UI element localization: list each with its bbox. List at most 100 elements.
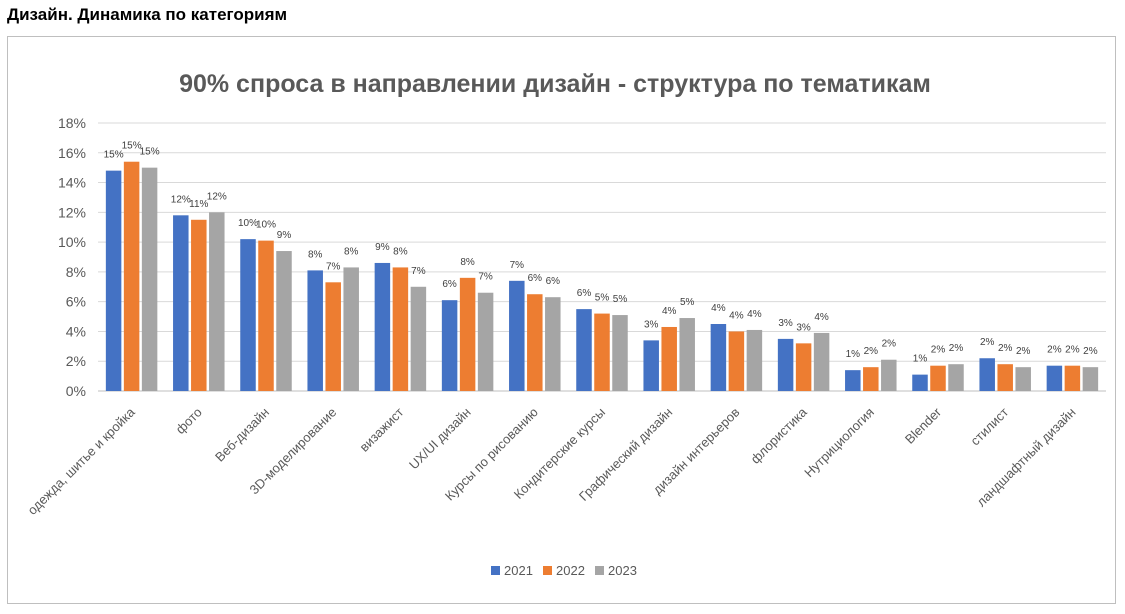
bar-2022 <box>661 326 677 391</box>
x-category-label: Blender <box>902 404 945 447</box>
bar-2022 <box>863 367 879 391</box>
bar-2022 <box>325 282 341 391</box>
bar-2023 <box>545 297 561 391</box>
bar-2021 <box>105 170 122 391</box>
data-label: 12% <box>207 191 227 202</box>
bar-2023 <box>813 332 830 391</box>
data-label: 10% <box>256 220 276 231</box>
data-label: 2% <box>1065 345 1080 356</box>
x-category-label: стилист <box>967 404 1011 448</box>
page-heading: Дизайн. Динамика по категориям <box>7 5 288 24</box>
data-label: 4% <box>814 312 829 323</box>
data-label: 2% <box>980 337 995 348</box>
data-label: 2% <box>1047 345 1062 356</box>
y-tick-label: 16% <box>58 145 86 161</box>
x-category-label: фото <box>173 405 205 437</box>
chart-title: 90% спроса в направлении дизайн - структ… <box>179 70 931 98</box>
legend-swatch-2022 <box>543 566 552 575</box>
bar-2023 <box>679 318 695 391</box>
bar-2021 <box>307 270 323 391</box>
x-category-label: Нутрициология <box>801 405 877 481</box>
bar-2021 <box>845 370 861 391</box>
data-label: 15% <box>104 150 124 161</box>
bar-2021 <box>173 215 189 391</box>
data-label: 6% <box>577 288 592 299</box>
y-tick-label: 2% <box>66 353 86 369</box>
bar-2023 <box>948 364 964 391</box>
bar-2021 <box>710 324 727 391</box>
bar-2023 <box>276 251 292 391</box>
data-label: 2% <box>998 343 1013 354</box>
data-label: 5% <box>613 294 628 305</box>
bar-2021 <box>777 338 794 391</box>
data-label: 11% <box>189 199 208 210</box>
bar-2022 <box>795 343 812 391</box>
bar-2023 <box>881 359 897 391</box>
data-label: 2% <box>931 345 946 356</box>
x-category-label: флористика <box>748 404 811 467</box>
legend-label: 2022 <box>556 563 585 578</box>
bar-2022 <box>258 240 274 391</box>
data-label: 9% <box>375 242 390 253</box>
y-tick-label: 0% <box>66 383 86 399</box>
data-label: 8% <box>460 257 475 268</box>
bar-2022 <box>527 294 543 391</box>
bar-2023 <box>209 212 225 391</box>
bar-2021 <box>1046 365 1063 391</box>
data-label: 6% <box>528 273 543 284</box>
y-tick-label: 6% <box>66 294 86 310</box>
bar-2023 <box>410 286 427 391</box>
data-label: 1% <box>846 349 861 360</box>
data-label: 2% <box>882 339 897 350</box>
legend-label: 2021 <box>504 563 533 578</box>
data-label: 2% <box>949 343 964 354</box>
data-label: 6% <box>442 279 457 290</box>
data-label: 4% <box>729 310 744 321</box>
y-tick-label: 4% <box>66 323 86 339</box>
bar-2021 <box>576 309 592 391</box>
legend-swatch-2023 <box>595 566 604 575</box>
data-label: 7% <box>510 260 525 271</box>
bar-chart: 90% спроса в направлении дизайн - структ… <box>25 70 1106 578</box>
data-label: 3% <box>644 319 659 330</box>
bar-2021 <box>509 280 525 391</box>
data-label: 6% <box>546 276 561 287</box>
data-label: 3% <box>796 322 811 333</box>
bar-2023 <box>477 292 494 391</box>
y-tick-label: 14% <box>58 175 86 191</box>
data-label: 8% <box>393 246 408 257</box>
data-label: 4% <box>711 303 726 314</box>
data-label: 7% <box>478 272 493 283</box>
data-label: 9% <box>277 230 292 241</box>
x-category-label: UX/UI дизайн <box>406 405 474 473</box>
bar-2021 <box>643 340 659 391</box>
bar-2021 <box>441 300 458 391</box>
bar-2021 <box>240 239 256 391</box>
data-label: 4% <box>662 306 677 317</box>
y-tick-label: 10% <box>58 234 86 250</box>
x-category-label: одежда, шитье и кройка <box>25 404 139 518</box>
data-label: 7% <box>411 266 426 277</box>
bar-2023 <box>343 267 359 391</box>
legend-swatch-2021 <box>491 566 500 575</box>
data-label: 1% <box>913 354 928 365</box>
bar-2023 <box>746 329 763 391</box>
y-tick-label: 8% <box>66 264 86 280</box>
bar-2022 <box>123 161 140 391</box>
x-category-label: Веб-дизайн <box>212 405 272 465</box>
data-label: 3% <box>778 318 793 329</box>
bar-2021 <box>979 358 995 391</box>
data-label: 2% <box>1083 346 1098 357</box>
bar-2022 <box>191 219 207 391</box>
data-label: 10% <box>238 218 258 229</box>
bar-2021 <box>912 374 928 391</box>
data-label: 4% <box>747 309 762 320</box>
bar-2022 <box>930 365 946 391</box>
bar-2023 <box>141 167 158 391</box>
bar-2022 <box>728 331 745 391</box>
data-label: 12% <box>171 194 191 205</box>
data-label: 15% <box>122 141 142 152</box>
bar-2022 <box>459 277 476 391</box>
data-label: 8% <box>344 246 359 257</box>
bar-2023 <box>1082 367 1099 391</box>
